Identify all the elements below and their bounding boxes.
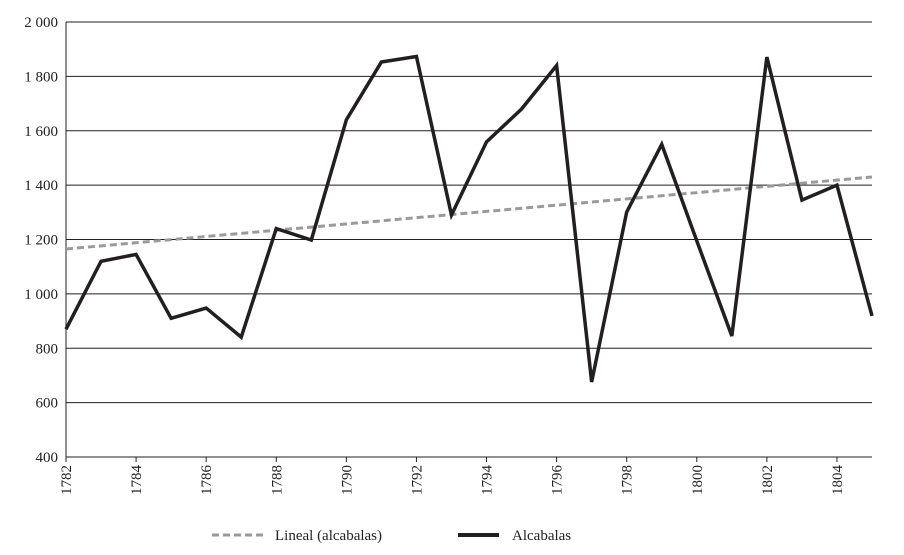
x-tick-label: 1800: [690, 465, 706, 495]
y-tick-label: 1 400: [24, 178, 58, 194]
x-tick-label: 1794: [480, 465, 496, 496]
x-tick-label: 1782: [59, 465, 75, 495]
x-tick-label: 1784: [129, 465, 145, 496]
y-tick-label: 1 800: [24, 69, 58, 85]
x-axis-ticks: 1782 1784 1786 1788 1790 1792 1794 1796 1798 1800…: [59, 457, 846, 495]
x-tick-label: 1796: [550, 465, 566, 496]
y-tick-label: 400: [36, 450, 59, 466]
x-tick-label: 1792: [409, 465, 425, 495]
trend-line: [65, 175, 873, 251]
y-tick-label: 1 200: [24, 233, 58, 249]
x-tick-label: 1786: [199, 465, 215, 496]
x-tick-label: 1790: [339, 465, 355, 495]
x-tick-label: 1802: [760, 465, 776, 495]
x-tick-label: 1798: [620, 465, 636, 495]
x-tick-label: 1804: [830, 465, 846, 496]
legend-label-trend: Lineal (alcabalas): [275, 528, 382, 544]
y-tick-label: 600: [36, 396, 59, 412]
y-tick-label: 800: [36, 341, 59, 357]
y-tick-label: 1 000: [24, 287, 58, 303]
y-tick-label: 2 000: [24, 15, 58, 31]
gridlines: [65, 21, 872, 458]
x-tick-label: 1788: [269, 465, 285, 495]
alcabalas-line: [64, 54, 874, 383]
y-tick-label: 1 600: [24, 124, 58, 140]
legend-label-alcabalas: Alcabalas: [512, 528, 571, 544]
y-axis-ticks: 400 600 800 1 000 1 200 1 400 1 600 1 800 2 000: [24, 15, 58, 466]
legend: Lineal (alcabalas) Alcabalas: [212, 528, 571, 544]
series-lines: [64, 54, 874, 383]
